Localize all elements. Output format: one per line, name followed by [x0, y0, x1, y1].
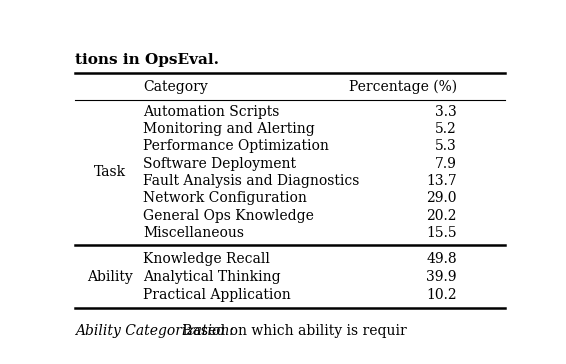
Text: Task: Task	[94, 165, 126, 179]
Text: Analytical Thinking: Analytical Thinking	[143, 270, 281, 284]
Text: Miscellaneous: Miscellaneous	[143, 226, 244, 240]
Text: 49.8: 49.8	[426, 252, 457, 266]
Text: 13.7: 13.7	[426, 174, 457, 188]
Text: 10.2: 10.2	[426, 288, 457, 302]
Text: 15.5: 15.5	[426, 226, 457, 240]
Text: 20.2: 20.2	[426, 209, 457, 223]
Text: Percentage (%): Percentage (%)	[349, 80, 457, 94]
Text: Knowledge Recall: Knowledge Recall	[143, 252, 270, 266]
Text: 3.3: 3.3	[435, 104, 457, 119]
Text: Ability Categorization:: Ability Categorization:	[75, 324, 234, 339]
Text: tions in OpsEval.: tions in OpsEval.	[75, 54, 219, 67]
Text: Category: Category	[143, 80, 208, 94]
Text: Performance Optimization: Performance Optimization	[143, 139, 329, 153]
Text: General Ops Knowledge: General Ops Knowledge	[143, 209, 314, 223]
Text: 29.0: 29.0	[426, 191, 457, 205]
Text: Based on which ability is requir: Based on which ability is requir	[178, 324, 407, 339]
Text: 39.9: 39.9	[426, 270, 457, 284]
Text: Ability: Ability	[87, 270, 133, 284]
Text: Fault Analysis and Diagnostics: Fault Analysis and Diagnostics	[143, 174, 359, 188]
Text: Monitoring and Alerting: Monitoring and Alerting	[143, 122, 315, 136]
Text: Automation Scripts: Automation Scripts	[143, 104, 280, 119]
Text: 5.2: 5.2	[435, 122, 457, 136]
Text: Software Deployment: Software Deployment	[143, 157, 296, 171]
Text: 5.3: 5.3	[435, 139, 457, 153]
Text: 7.9: 7.9	[435, 157, 457, 171]
Text: Practical Application: Practical Application	[143, 288, 291, 302]
Text: Network Configuration: Network Configuration	[143, 191, 307, 205]
